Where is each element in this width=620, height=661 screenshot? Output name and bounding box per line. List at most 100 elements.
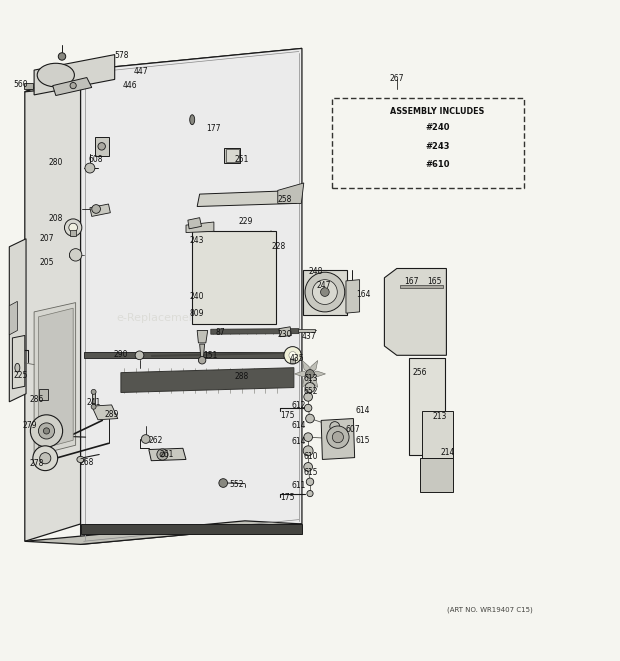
Polygon shape <box>186 222 214 233</box>
Text: 611: 611 <box>291 481 306 490</box>
Polygon shape <box>279 327 291 336</box>
Polygon shape <box>121 368 294 393</box>
Text: 578: 578 <box>115 51 129 59</box>
Text: 435: 435 <box>290 354 304 363</box>
Text: 175: 175 <box>280 493 294 502</box>
Circle shape <box>40 453 51 464</box>
Circle shape <box>305 383 315 393</box>
Text: 243: 243 <box>189 236 203 245</box>
Text: #610: #610 <box>425 161 450 169</box>
Bar <box>400 286 443 288</box>
FancyBboxPatch shape <box>332 98 524 188</box>
Text: 615: 615 <box>304 468 318 477</box>
Polygon shape <box>294 371 310 377</box>
Ellipse shape <box>190 115 195 125</box>
Bar <box>24 83 33 89</box>
Polygon shape <box>278 183 304 204</box>
Ellipse shape <box>77 456 84 463</box>
Text: 247: 247 <box>316 281 330 290</box>
Text: 167: 167 <box>404 277 418 286</box>
Polygon shape <box>38 308 73 449</box>
Text: 87: 87 <box>215 328 225 337</box>
Text: 213: 213 <box>432 412 446 420</box>
Circle shape <box>303 446 313 455</box>
Text: 262: 262 <box>149 436 163 446</box>
Text: 608: 608 <box>89 155 103 164</box>
Polygon shape <box>34 55 115 95</box>
Polygon shape <box>409 358 445 455</box>
Polygon shape <box>149 448 186 461</box>
Circle shape <box>70 83 76 89</box>
Circle shape <box>312 280 337 305</box>
Bar <box>92 392 95 407</box>
Text: 267: 267 <box>389 73 404 83</box>
Circle shape <box>135 351 144 360</box>
Text: 205: 205 <box>39 258 53 267</box>
Circle shape <box>304 405 312 412</box>
Circle shape <box>306 414 314 423</box>
Text: 214: 214 <box>440 447 454 457</box>
Text: 288: 288 <box>234 372 249 381</box>
Text: 612: 612 <box>291 401 306 410</box>
Circle shape <box>304 433 312 442</box>
Text: 256: 256 <box>412 368 427 377</box>
Text: 447: 447 <box>133 67 148 76</box>
Circle shape <box>307 490 313 496</box>
Polygon shape <box>303 270 347 315</box>
Text: 229: 229 <box>239 217 253 226</box>
Circle shape <box>98 143 105 150</box>
Bar <box>95 137 108 155</box>
Text: 164: 164 <box>356 290 370 299</box>
Polygon shape <box>310 374 317 387</box>
Bar <box>290 358 295 364</box>
Bar <box>39 389 48 400</box>
Circle shape <box>306 369 314 378</box>
Circle shape <box>33 446 58 471</box>
Text: 437: 437 <box>302 332 317 340</box>
Text: 151: 151 <box>203 352 218 360</box>
Polygon shape <box>81 524 302 534</box>
Text: 615: 615 <box>355 436 370 446</box>
Circle shape <box>58 53 66 60</box>
Text: 552: 552 <box>229 480 244 488</box>
Circle shape <box>85 163 95 173</box>
Circle shape <box>160 452 165 457</box>
Polygon shape <box>9 301 17 335</box>
Circle shape <box>330 422 340 432</box>
Circle shape <box>91 389 96 395</box>
Circle shape <box>91 405 96 409</box>
Text: 279: 279 <box>23 422 37 430</box>
Text: 614: 614 <box>291 421 306 430</box>
Circle shape <box>69 249 82 261</box>
Circle shape <box>321 288 329 296</box>
Circle shape <box>305 272 345 312</box>
Text: 177: 177 <box>206 124 220 133</box>
Polygon shape <box>303 374 310 387</box>
Text: #240: #240 <box>425 123 450 132</box>
Text: 228: 228 <box>272 243 286 251</box>
Polygon shape <box>25 48 302 92</box>
Polygon shape <box>25 521 302 545</box>
Circle shape <box>332 432 343 443</box>
Polygon shape <box>90 204 110 216</box>
Text: 248: 248 <box>308 267 322 276</box>
Text: 560: 560 <box>14 81 29 89</box>
Bar <box>298 329 315 332</box>
Circle shape <box>198 356 206 364</box>
Circle shape <box>64 219 82 236</box>
Text: 613: 613 <box>304 374 318 383</box>
Polygon shape <box>384 268 446 356</box>
Circle shape <box>219 479 228 487</box>
Polygon shape <box>310 360 317 374</box>
Text: 230: 230 <box>278 330 292 339</box>
Polygon shape <box>84 352 299 358</box>
Circle shape <box>327 426 349 448</box>
Circle shape <box>69 223 78 232</box>
Circle shape <box>306 478 314 485</box>
Polygon shape <box>346 280 360 313</box>
Text: 610: 610 <box>304 453 318 461</box>
Text: 240: 240 <box>189 292 203 301</box>
Text: 290: 290 <box>113 350 128 358</box>
Circle shape <box>157 449 168 460</box>
Text: 251: 251 <box>234 155 249 164</box>
